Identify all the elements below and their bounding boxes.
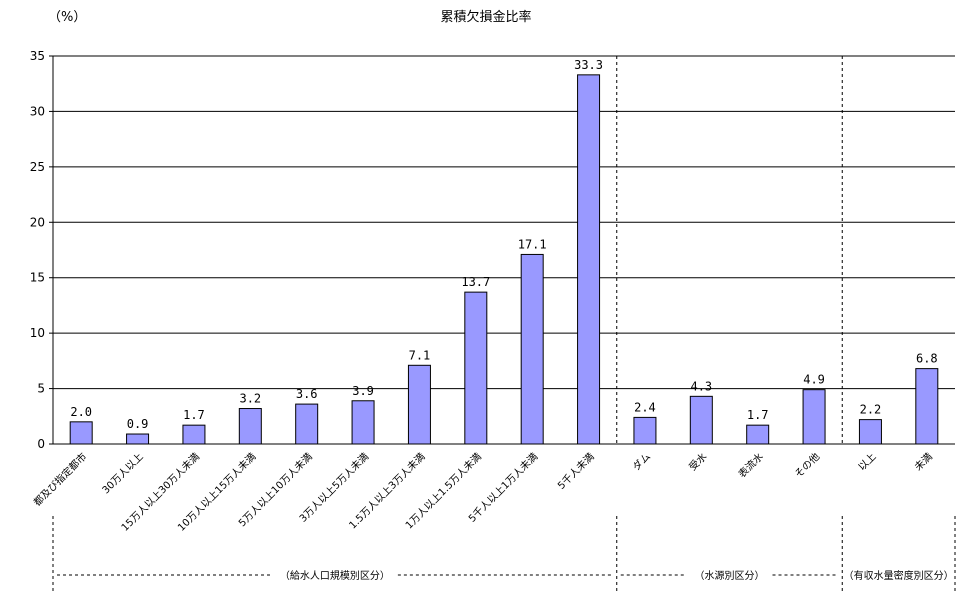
data-label: 0.9 bbox=[127, 417, 149, 431]
chart-title: 累積欠損金比率 bbox=[440, 9, 531, 25]
data-label: 4.9 bbox=[803, 373, 825, 387]
data-label: 6.8 bbox=[916, 352, 938, 366]
group-labels: （給水人口規模別区分） （水源別区分） （有収水量密度別区分） bbox=[57, 569, 954, 582]
data-label: 3.9 bbox=[352, 384, 374, 398]
group-label: （有収水量密度別区分） bbox=[844, 569, 954, 582]
bar bbox=[464, 291, 488, 445]
bar bbox=[295, 403, 319, 445]
y-tick-label: 10 bbox=[30, 326, 45, 340]
x-axis-labels: 都及び指定都市 30万人以上15万人以上30万人未満10万人以上15万人未満5万人… bbox=[31, 450, 935, 534]
bar bbox=[915, 368, 939, 445]
y-axis-unit-label: （%） bbox=[48, 10, 86, 25]
data-labels: 2.0 0.9 1.7 3.2 3.6 3.9 7.1 13.7 17.1 33.3 2.4 4.3 1… bbox=[70, 58, 937, 431]
bar bbox=[407, 364, 431, 445]
x-tick-label: 以上 bbox=[856, 451, 879, 474]
bar bbox=[577, 74, 601, 445]
bar bbox=[351, 400, 375, 445]
y-tick-label: 0 bbox=[37, 437, 45, 451]
group-label: （水源別区分） bbox=[695, 569, 765, 582]
y-axis-ticks: 0 5 10 15 20 25 30 35 bbox=[30, 49, 53, 451]
y-tick-label: 25 bbox=[30, 160, 45, 174]
x-tick-label: 表流水 bbox=[735, 450, 765, 480]
y-tick-label: 5 bbox=[37, 382, 45, 396]
data-label: 33.3 bbox=[574, 58, 603, 72]
gridlines bbox=[53, 55, 955, 390]
x-tick-label: ダム bbox=[630, 450, 653, 473]
bar-series bbox=[69, 74, 939, 445]
bar bbox=[633, 416, 657, 445]
data-label: 1.7 bbox=[183, 408, 205, 422]
bar bbox=[858, 419, 882, 445]
x-tick-label: 5千人未満 bbox=[555, 451, 596, 492]
y-tick-label: 15 bbox=[30, 271, 45, 285]
y-tick-label: 30 bbox=[30, 104, 45, 118]
data-label: 17.1 bbox=[518, 237, 547, 251]
bar bbox=[238, 408, 262, 445]
bar bbox=[520, 253, 544, 445]
group-separators bbox=[52, 56, 956, 594]
group-label: （給水人口規模別区分） bbox=[280, 569, 390, 582]
x-tick-label: 都及び指定都市 bbox=[31, 450, 90, 509]
data-label: 2.0 bbox=[70, 405, 92, 419]
bar bbox=[182, 424, 206, 445]
data-label: 13.7 bbox=[461, 275, 490, 289]
bar bbox=[746, 424, 770, 445]
data-label: 2.2 bbox=[860, 403, 882, 417]
y-tick-label: 35 bbox=[30, 49, 45, 63]
bar bbox=[69, 421, 93, 445]
data-label: 7.1 bbox=[409, 348, 431, 362]
bar bbox=[802, 389, 826, 445]
x-tick-label: 受水 bbox=[687, 451, 710, 474]
x-tick-label: 未満 bbox=[912, 451, 935, 474]
data-label: 2.4 bbox=[634, 400, 656, 414]
data-label: 1.7 bbox=[747, 408, 769, 422]
bar bbox=[126, 433, 150, 445]
data-label: 4.3 bbox=[690, 379, 712, 393]
x-tick-label: その他 bbox=[792, 450, 822, 480]
data-label: 3.6 bbox=[296, 387, 318, 401]
x-tick-label: 30万人以上 bbox=[100, 451, 146, 497]
y-tick-label: 20 bbox=[30, 215, 45, 229]
data-label: 3.2 bbox=[239, 392, 261, 406]
bar bbox=[689, 395, 713, 445]
